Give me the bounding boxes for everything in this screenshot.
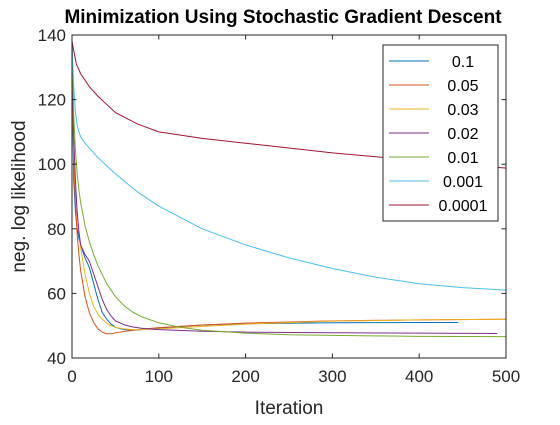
series-line-1 — [72, 41, 506, 335]
x-axis-label: Iteration — [255, 398, 324, 419]
x-tick-label: 100 — [145, 367, 173, 386]
y-tick-label: 100 — [38, 155, 66, 174]
y-tick-label: 40 — [47, 349, 66, 368]
x-tick-label: 0 — [67, 367, 76, 386]
axes-box — [71, 34, 507, 359]
x-tick-label: 400 — [405, 367, 433, 386]
y-tick-label: 80 — [47, 220, 66, 239]
chart-title: Minimization Using Stochastic Gradient D… — [64, 7, 502, 28]
y-tick-label: 60 — [47, 284, 66, 303]
legend-label-2: 0.03 — [447, 102, 478, 119]
legend-label-0: 0.1 — [452, 54, 474, 71]
legend-label-4: 0.01 — [447, 150, 478, 167]
x-tick-label: 200 — [231, 367, 259, 386]
x-tick-label: 300 — [318, 367, 346, 386]
y-tick-label: 140 — [38, 26, 66, 45]
legend-label-1: 0.05 — [447, 78, 478, 95]
y-tick-label: 120 — [38, 91, 66, 110]
legend: 0.1 0.05 0.03 0.02 0.01 0.001 0.0001 — [382, 44, 499, 222]
series-line-5 — [72, 41, 506, 291]
legend-box — [382, 44, 499, 222]
x-tick-label: 500 — [492, 367, 520, 386]
legend-label-5: 0.001 — [443, 174, 483, 191]
legend-label-6: 0.0001 — [439, 198, 488, 215]
series-line-4 — [72, 41, 506, 338]
legend-label-3: 0.02 — [447, 126, 478, 143]
y-axis-label: neg. log likelihood — [9, 120, 30, 272]
